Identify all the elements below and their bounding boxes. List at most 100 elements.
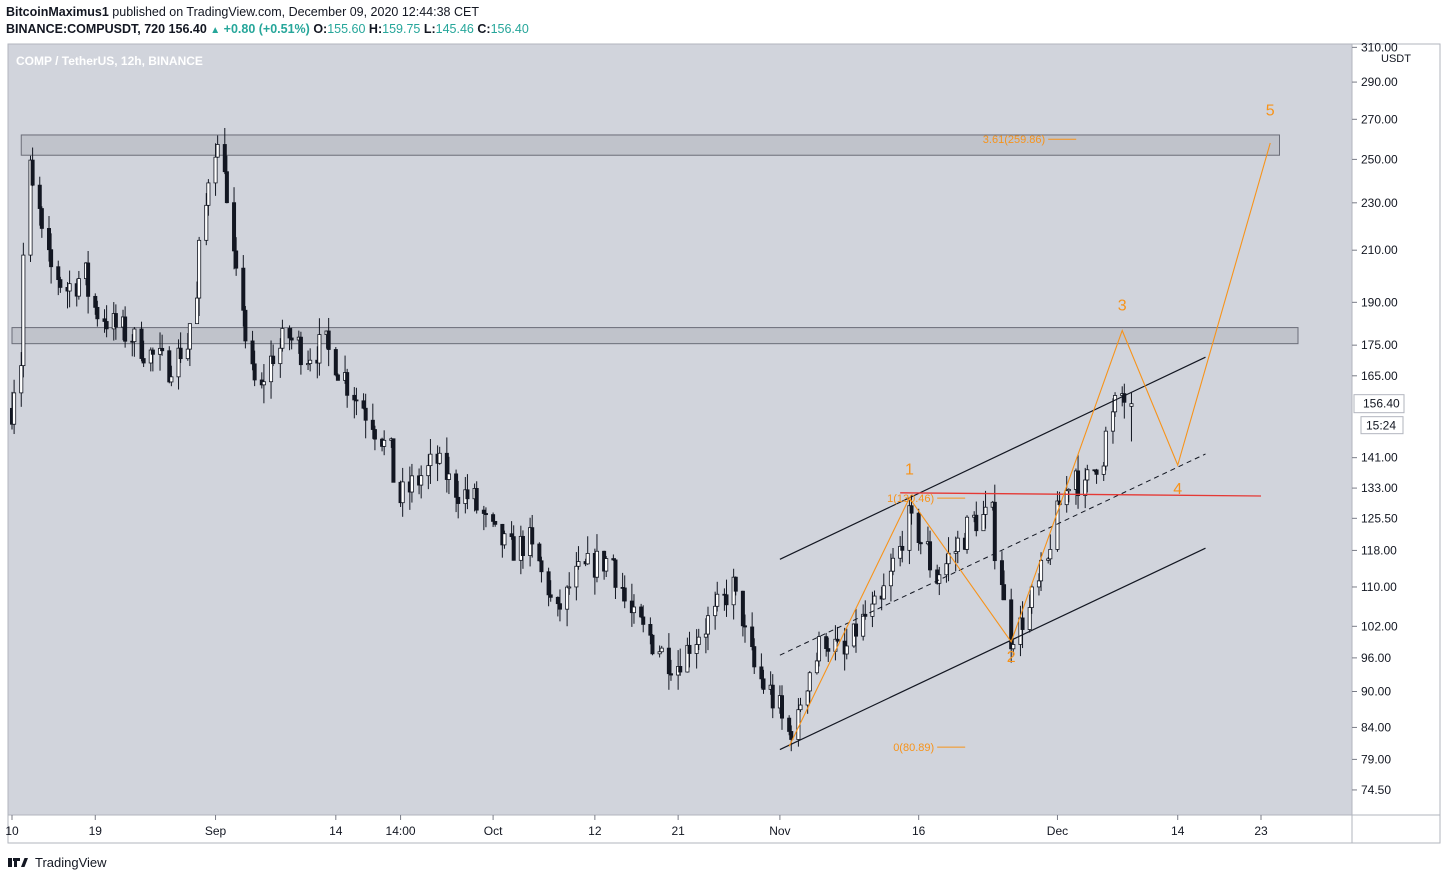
- last-price-value: 156.40: [168, 22, 207, 36]
- candle-up: [1029, 586, 1034, 608]
- candle-down: [787, 717, 792, 732]
- publish-line: BitcoinMaximus1 published on TradingView…: [6, 4, 529, 21]
- candle-down: [740, 590, 745, 627]
- candle-down: [1020, 617, 1025, 630]
- candle-down: [456, 496, 461, 504]
- resistance-zone: [11, 327, 1299, 345]
- y-tick-label: 74.50: [1361, 783, 1391, 797]
- wave-label-4: 4: [1173, 481, 1182, 498]
- candle-up: [428, 453, 433, 467]
- y-tick-label: 310.00: [1361, 40, 1398, 54]
- x-tick-label: 16: [912, 824, 926, 838]
- candle-up: [382, 439, 387, 447]
- candle-up: [308, 359, 313, 364]
- candle-down: [724, 594, 729, 606]
- candle-up: [446, 473, 451, 480]
- candle-up: [872, 595, 877, 605]
- candle-up: [694, 644, 699, 654]
- channel-upper-line: [779, 356, 1206, 560]
- candle-up: [937, 574, 942, 584]
- candle-up: [604, 558, 609, 572]
- candle-down: [1002, 584, 1007, 601]
- candle-up: [659, 647, 664, 653]
- y-tick-label: 90.00: [1361, 684, 1391, 698]
- tradingview-brand[interactable]: TradingView: [35, 855, 107, 870]
- candle-down: [241, 267, 246, 311]
- candle-down: [789, 731, 794, 740]
- candle-down: [742, 625, 747, 628]
- candles: [9, 127, 1134, 752]
- y-tick-label: 84.00: [1361, 720, 1391, 734]
- candle-up: [261, 381, 266, 386]
- candle-down: [928, 541, 933, 571]
- candle-down: [141, 358, 146, 364]
- fib-level-label: 3.61(259.86): [983, 134, 1045, 146]
- elliott-wave-path: [788, 142, 1271, 747]
- candle-up: [844, 645, 849, 655]
- candle-up: [807, 672, 812, 692]
- symbol-label: BINANCE:COMPUSDT, 720: [6, 22, 166, 36]
- candle-down: [520, 535, 525, 556]
- bar-countdown: 15:24: [1366, 419, 1396, 433]
- candle-up: [400, 481, 405, 504]
- candle-down: [354, 399, 359, 402]
- channel-lower-line: [779, 547, 1206, 751]
- candle-down: [139, 328, 144, 359]
- candle-up: [981, 514, 986, 532]
- candle-up: [76, 278, 81, 297]
- candle-down: [93, 295, 98, 308]
- candle-down: [361, 400, 366, 409]
- candle-down: [1009, 599, 1014, 650]
- candle-down: [243, 309, 248, 342]
- candle-down: [47, 228, 52, 251]
- candle-up: [703, 633, 708, 638]
- candle-down: [1076, 470, 1081, 496]
- candle-down: [678, 665, 683, 673]
- candle-down: [548, 594, 553, 598]
- open-label: O:: [313, 22, 328, 36]
- candle-up: [567, 586, 572, 589]
- x-tick-label: 19: [89, 824, 103, 838]
- candle-up: [21, 254, 26, 367]
- candle-down: [641, 616, 646, 625]
- tradingview-logo-icon[interactable]: [8, 856, 30, 870]
- candle-down: [289, 337, 294, 341]
- candle-down: [511, 536, 516, 561]
- candle-up: [861, 613, 866, 637]
- candle-down: [345, 372, 350, 396]
- low-label: L:: [423, 22, 436, 36]
- ohlc-line: BINANCE:COMPUSDT, 720 156.40 ▲ +0.80 (+0…: [6, 21, 529, 39]
- candle-up: [1085, 469, 1090, 481]
- candle-up: [197, 239, 202, 299]
- candle-up: [713, 605, 718, 617]
- candle-down: [298, 336, 303, 366]
- candle-up: [576, 561, 581, 567]
- candle-up: [148, 349, 153, 364]
- candle-up: [419, 475, 424, 486]
- chart-header: BitcoinMaximus1 published on TradingView…: [6, 4, 529, 39]
- candle-down: [102, 318, 107, 322]
- candle-up: [696, 636, 701, 645]
- candle-up: [817, 636, 822, 662]
- x-tick-label: Dec: [1047, 824, 1068, 838]
- author-name[interactable]: BitcoinMaximus1: [6, 5, 109, 19]
- candle-up: [132, 328, 137, 343]
- candle-down: [854, 623, 859, 637]
- candle-down: [178, 347, 183, 360]
- close-label: C:: [477, 22, 491, 36]
- x-tick-label: 14: [329, 824, 343, 838]
- y-tick-label: 118.00: [1361, 543, 1397, 557]
- y-tick-label: 210.00: [1361, 243, 1398, 257]
- y-tick-label: 250.00: [1361, 152, 1398, 166]
- y-tick-label: 110.00: [1361, 580, 1397, 594]
- candle-down: [770, 684, 775, 709]
- candle-down: [539, 560, 544, 573]
- candle-up: [213, 156, 218, 184]
- candle-down: [287, 328, 292, 339]
- candle-up: [12, 392, 17, 425]
- candle-down: [974, 514, 979, 532]
- candle-up: [19, 365, 24, 394]
- candle-down: [826, 648, 831, 652]
- x-tick-label: 14:00: [386, 824, 416, 838]
